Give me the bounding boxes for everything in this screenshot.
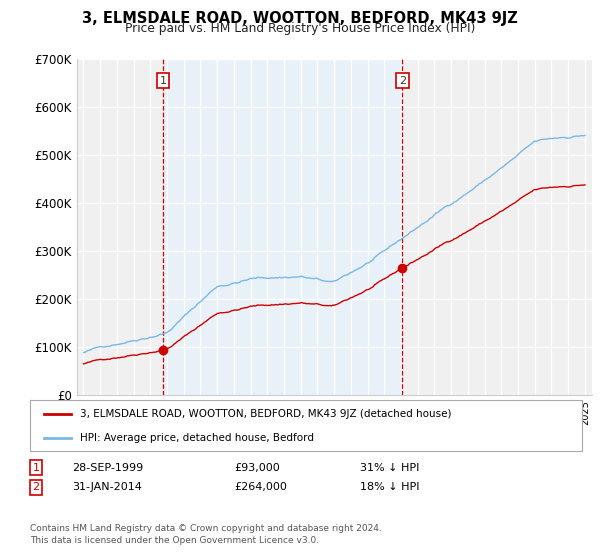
Text: HPI: Average price, detached house, Bedford: HPI: Average price, detached house, Bedf… [80, 433, 314, 443]
Text: 3, ELMSDALE ROAD, WOOTTON, BEDFORD, MK43 9JZ (detached house): 3, ELMSDALE ROAD, WOOTTON, BEDFORD, MK43… [80, 409, 451, 419]
Text: 2: 2 [399, 76, 406, 86]
Text: £93,000: £93,000 [234, 463, 280, 473]
Text: 18% ↓ HPI: 18% ↓ HPI [360, 482, 419, 492]
Text: Contains HM Land Registry data © Crown copyright and database right 2024.
This d: Contains HM Land Registry data © Crown c… [30, 524, 382, 545]
Text: 3, ELMSDALE ROAD, WOOTTON, BEDFORD, MK43 9JZ: 3, ELMSDALE ROAD, WOOTTON, BEDFORD, MK43… [82, 11, 518, 26]
Text: 31-JAN-2014: 31-JAN-2014 [72, 482, 142, 492]
Text: 1: 1 [160, 76, 166, 86]
Text: £264,000: £264,000 [234, 482, 287, 492]
Text: 31% ↓ HPI: 31% ↓ HPI [360, 463, 419, 473]
Text: Price paid vs. HM Land Registry's House Price Index (HPI): Price paid vs. HM Land Registry's House … [125, 22, 475, 35]
Text: 1: 1 [32, 463, 40, 473]
Text: 28-SEP-1999: 28-SEP-1999 [72, 463, 143, 473]
Bar [163, 59, 403, 395]
Text: 2: 2 [32, 482, 40, 492]
